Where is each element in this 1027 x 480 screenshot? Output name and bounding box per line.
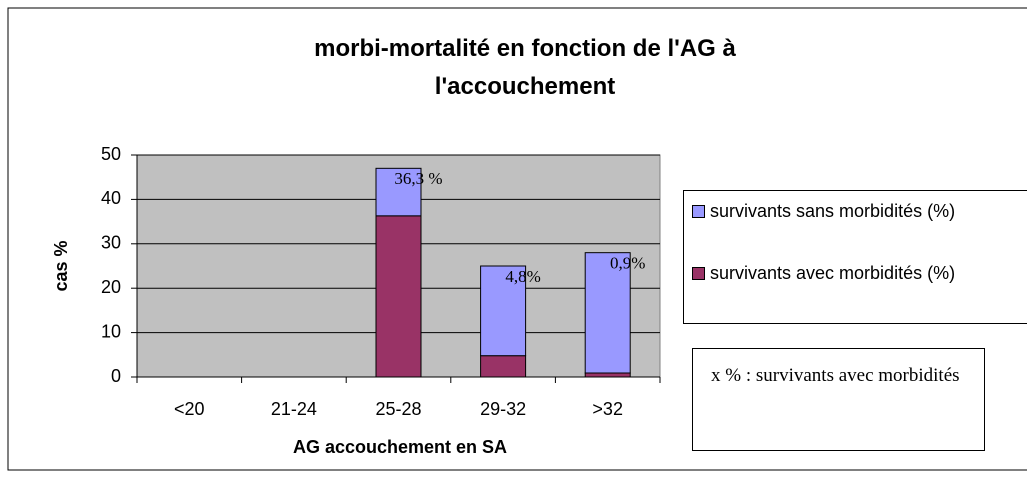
legend-label: survivants avec morbidités (%) — [710, 263, 956, 283]
bar — [584, 372, 631, 378]
x-tick-label: 29-32 — [480, 399, 526, 419]
data-label: 4,8% — [505, 267, 540, 286]
y-axis-label: cas % — [51, 240, 71, 291]
bar — [584, 252, 631, 374]
bar — [480, 265, 527, 357]
y-tick-label: 10 — [101, 321, 121, 341]
chart-border — [7, 7, 1027, 471]
y-tick-label: 40 — [101, 188, 121, 208]
data-label: 0,9% — [610, 254, 645, 273]
legend-swatch — [692, 205, 705, 218]
x-tick-label: 21-24 — [271, 399, 317, 419]
x-tick-label: >32 — [592, 399, 623, 419]
data-label: 36,3 % — [394, 169, 442, 188]
legend-label: survivants sans morbidités (%) — [710, 201, 956, 221]
x-axis-label: AG accouchement en SA — [293, 437, 507, 457]
y-tick-label: 20 — [101, 277, 121, 297]
annotation: x % : survivants avec morbidités — [692, 348, 985, 451]
y-tick-label: 0 — [111, 366, 121, 386]
y-tick-label: 30 — [101, 233, 121, 253]
legend-item: survivants sans morbidités (%) — [692, 199, 1027, 223]
legend-swatch — [692, 267, 705, 280]
legend-item: survivants avec morbidités (%) — [692, 261, 1027, 285]
chart-title: morbi-mortalité en fonction de l'AG à l'… — [314, 35, 736, 100]
bar — [480, 355, 527, 378]
legend: survivants sans morbidités (%) survivants… — [683, 190, 1027, 324]
x-tick-label: 25-28 — [375, 399, 421, 419]
bar — [375, 167, 422, 217]
y-tick-label: 50 — [101, 144, 121, 164]
bar — [375, 215, 422, 378]
x-tick-label: <20 — [174, 399, 205, 419]
